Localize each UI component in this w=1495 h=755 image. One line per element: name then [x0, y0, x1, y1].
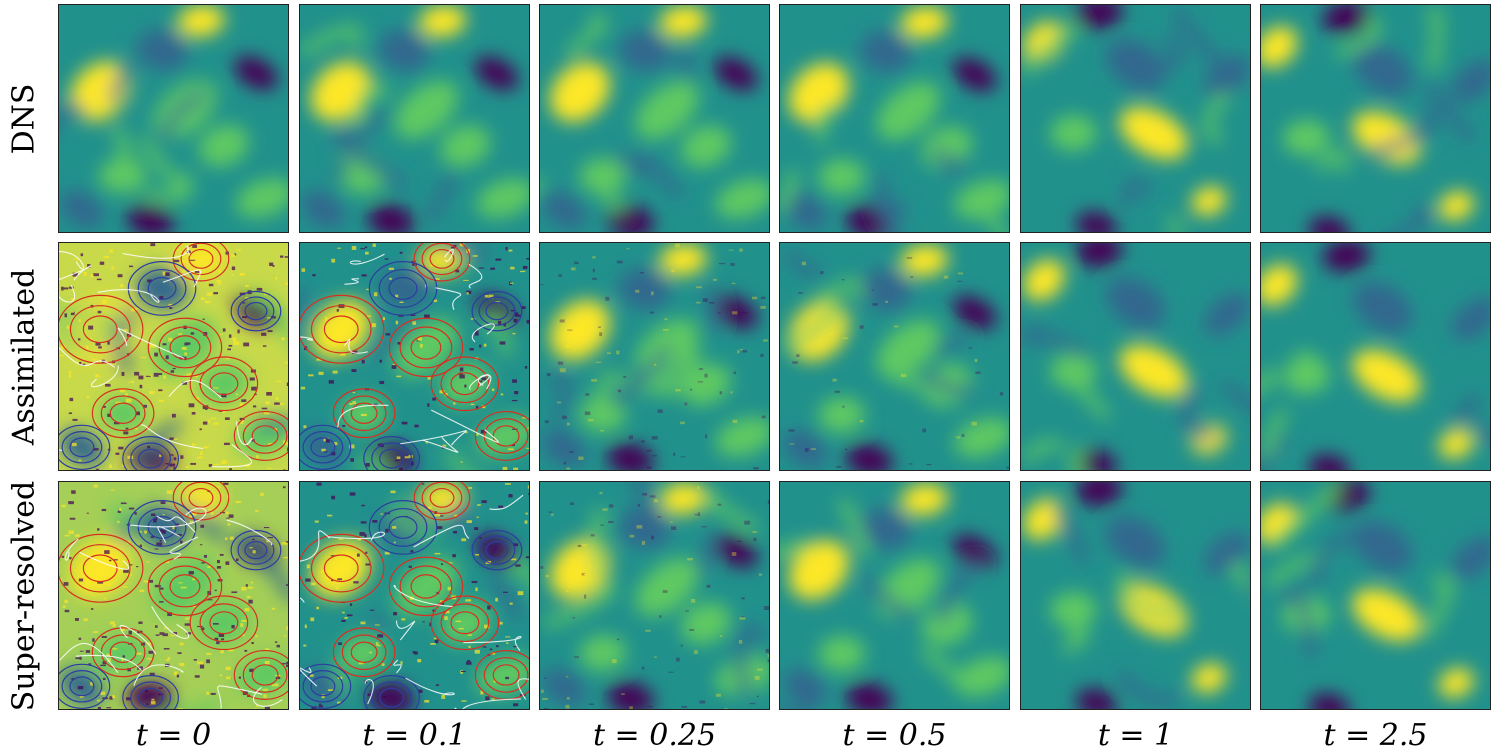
vorticity-panel-dns — [299, 4, 530, 233]
vorticity-panel-dns — [1260, 4, 1491, 233]
vorticity-panel-assim — [1260, 242, 1491, 471]
column-label-t: t = 0 — [135, 718, 212, 753]
vorticity-panel-assim — [1020, 242, 1251, 471]
vorticity-panel-assim — [539, 242, 770, 471]
vorticity-panel-dns — [1020, 4, 1251, 233]
column-label-t: t = 0.5 — [842, 718, 947, 753]
row-label-dns: DNS — [6, 83, 42, 154]
vorticity-panel-dns — [779, 4, 1010, 233]
vorticity-panel-super — [299, 481, 530, 710]
vorticity-panel-super — [539, 481, 770, 710]
column-label-t: t = 0.25 — [592, 718, 717, 753]
vorticity-panel-assim — [779, 242, 1010, 471]
vorticity-panel-dns — [58, 4, 289, 233]
column-label-t: t = 2.5 — [1323, 718, 1428, 753]
column-label-t: t = 1 — [1097, 718, 1174, 753]
row-label-super: Super-resolved — [6, 480, 42, 711]
row-label-assim: Assimilated — [6, 268, 42, 445]
vorticity-panel-super — [58, 481, 289, 710]
vorticity-panel-super — [1020, 481, 1251, 710]
vorticity-panel-super — [1260, 481, 1491, 710]
vorticity-panel-super — [779, 481, 1010, 710]
vorticity-panel-assim — [58, 242, 289, 471]
vorticity-panel-assim — [299, 242, 530, 471]
column-label-t: t = 0.1 — [362, 718, 467, 753]
vorticity-panel-dns — [539, 4, 770, 233]
